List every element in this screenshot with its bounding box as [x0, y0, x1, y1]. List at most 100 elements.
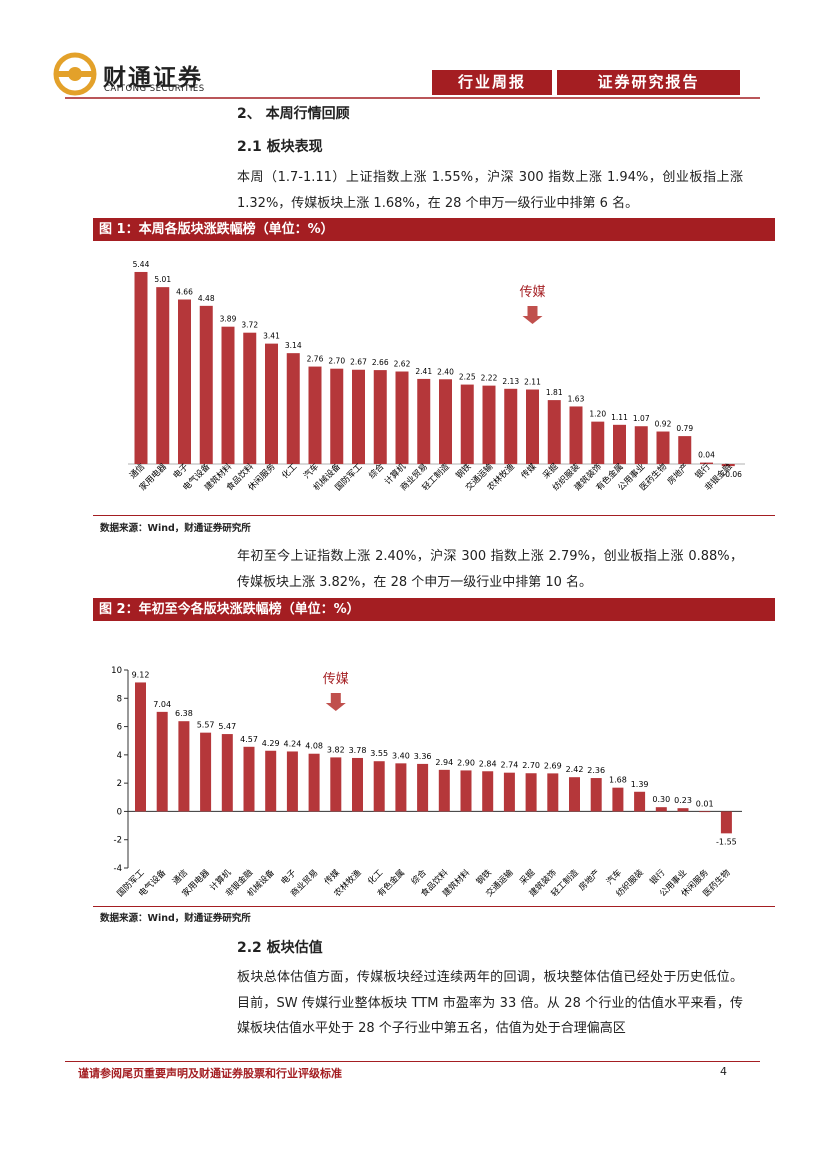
annotation-arrow	[522, 306, 543, 324]
value-label: 3.82	[327, 745, 345, 754]
value-label: 2.41	[415, 367, 432, 376]
bar	[482, 771, 494, 812]
value-label: 1.68	[609, 776, 627, 785]
bar	[221, 734, 233, 812]
value-label: 4.08	[305, 742, 323, 751]
y-tick-label: -2	[114, 836, 122, 846]
y-tick-label: 2	[117, 779, 122, 789]
value-label: 0.30	[652, 795, 670, 804]
value-label: 0.23	[674, 796, 692, 805]
value-label: 5.44	[133, 260, 150, 269]
bar	[677, 808, 689, 812]
value-label: 3.14	[285, 341, 302, 350]
bar	[482, 385, 496, 464]
bar	[591, 421, 605, 464]
bar	[721, 464, 735, 467]
value-label: 3.72	[241, 321, 258, 330]
value-label: 3.41	[263, 332, 280, 341]
y-tick-label: 10	[111, 666, 122, 676]
bar	[634, 791, 646, 812]
bar	[156, 711, 168, 812]
value-label: 2.11	[524, 378, 541, 387]
value-label: 0.79	[676, 424, 693, 433]
bar	[265, 750, 277, 812]
value-label: 3.55	[370, 749, 388, 758]
value-label: 3.89	[220, 315, 237, 324]
footer-disclaimer: 谨请参阅尾页重要声明及财通证券股票和行业评级标准	[78, 1067, 342, 1080]
value-label: 3.36	[414, 752, 432, 761]
value-label: 2.84	[479, 759, 497, 768]
value-label: 4.57	[240, 735, 258, 744]
bar	[352, 757, 363, 812]
value-label: 2.69	[544, 761, 562, 770]
value-label: 2.22	[481, 374, 498, 383]
value-label: 2.13	[502, 377, 519, 386]
bar	[373, 761, 385, 812]
bar	[417, 763, 429, 812]
value-label: 1.11	[611, 413, 628, 422]
bar	[308, 366, 322, 464]
value-label: 2.90	[457, 758, 475, 767]
annotation-arrow	[325, 693, 346, 711]
figure-title: 图 2：年初至今各版块涨跌幅榜（单位：%）	[93, 598, 775, 621]
bar	[655, 807, 667, 812]
bar	[699, 811, 711, 813]
bar	[700, 462, 713, 464]
bar	[590, 778, 602, 812]
bar	[134, 271, 148, 464]
bar	[352, 369, 365, 464]
value-label: 3.78	[349, 746, 367, 755]
bar	[330, 757, 342, 812]
header-tab: 证券研究报告	[557, 70, 740, 95]
value-label: 1.07	[633, 414, 650, 423]
bar	[156, 287, 170, 464]
bar	[243, 746, 255, 812]
y-tick-label: 4	[117, 751, 122, 761]
bar	[460, 384, 474, 464]
annotation: 传媒	[323, 672, 349, 687]
value-label: 1.81	[546, 388, 563, 397]
value-label: 3.40	[392, 751, 410, 760]
value-label: 1.20	[589, 410, 606, 419]
figure-rule	[93, 515, 775, 516]
paragraph: 本周（1.7-1.11）上证指数上涨 1.55%，沪深 300 指数上涨 1.9…	[237, 170, 743, 211]
y-tick-label: 8	[117, 694, 122, 704]
bar	[460, 770, 472, 812]
bar	[178, 299, 191, 464]
annotation: 传媒	[519, 285, 545, 300]
x-tick-label: 房地产	[665, 461, 691, 487]
section-heading: 2.1 板块表现	[237, 139, 323, 155]
bar	[613, 424, 626, 464]
value-label: 4.24	[283, 739, 301, 748]
bar	[286, 751, 298, 812]
bar	[569, 406, 583, 464]
bar	[634, 426, 648, 464]
bar	[395, 763, 407, 812]
x-tick-label: 汽车	[604, 867, 624, 887]
bar	[221, 326, 235, 464]
value-label: 2.66	[372, 358, 389, 367]
y-tick-label: 0	[117, 807, 122, 817]
value-label: 2.40	[437, 367, 454, 376]
value-label: 4.29	[262, 739, 280, 748]
bar	[373, 370, 387, 464]
value-label: 0.04	[698, 451, 715, 460]
bar	[720, 811, 732, 834]
figure-rule	[93, 906, 775, 907]
footer-rule	[65, 1061, 760, 1062]
bar	[308, 753, 320, 812]
bar	[504, 388, 518, 464]
bar	[569, 777, 580, 812]
figure-source: 数据来源：Wind，财通证券研究所	[100, 913, 251, 924]
value-label: 2.70	[328, 357, 345, 366]
bar	[439, 379, 452, 464]
logo-icon	[53, 52, 97, 96]
value-label: 2.62	[394, 360, 411, 369]
value-label: 2.25	[459, 373, 476, 382]
y-tick-label: -4	[114, 864, 122, 874]
x-tick-label: 采掘	[517, 867, 537, 887]
value-label: 1.39	[631, 780, 649, 789]
bar	[200, 732, 212, 812]
